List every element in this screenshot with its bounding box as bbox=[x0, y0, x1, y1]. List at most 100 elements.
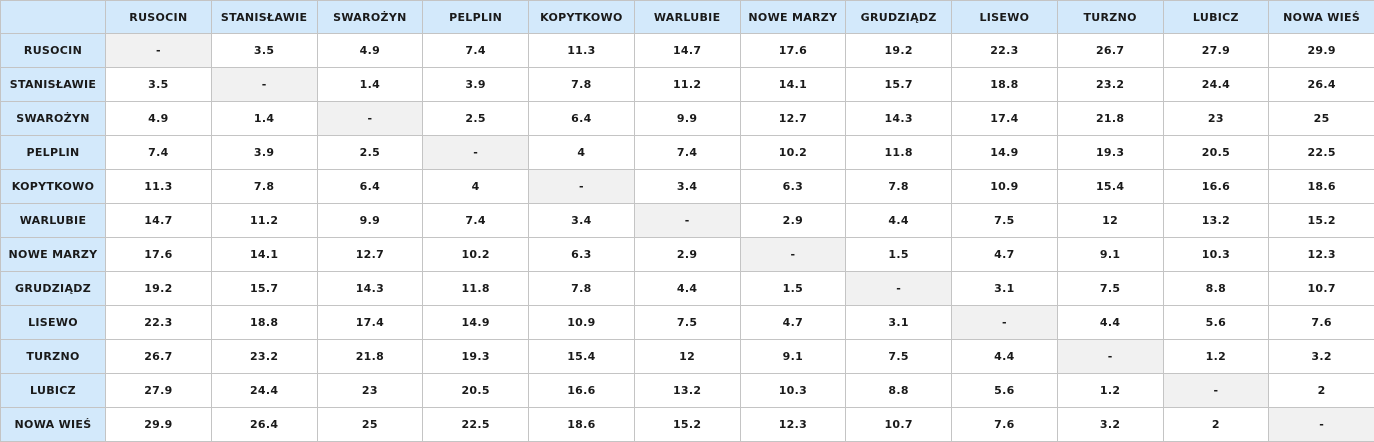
distance-cell: 10.3 bbox=[740, 374, 846, 408]
distance-cell: 10.9 bbox=[529, 306, 635, 340]
column-header: LISEWO bbox=[952, 1, 1058, 34]
distance-cell: 7.8 bbox=[846, 170, 952, 204]
diagonal-cell: - bbox=[740, 238, 846, 272]
distance-cell: 14.3 bbox=[846, 102, 952, 136]
column-header: RUSOCIN bbox=[106, 1, 212, 34]
diagonal-cell: - bbox=[317, 102, 423, 136]
column-header: PELPLIN bbox=[423, 1, 529, 34]
distance-cell: 3.4 bbox=[529, 204, 635, 238]
distance-cell: 4.9 bbox=[106, 102, 212, 136]
row-header: LISEWO bbox=[1, 306, 106, 340]
distance-cell: 7.8 bbox=[529, 68, 635, 102]
distance-cell: 8.8 bbox=[846, 374, 952, 408]
distance-cell: 10.2 bbox=[423, 238, 529, 272]
distance-cell: 4.9 bbox=[317, 34, 423, 68]
distance-cell: 25 bbox=[1269, 102, 1374, 136]
diagonal-cell: - bbox=[1269, 408, 1374, 442]
row-header: SWAROŻYN bbox=[1, 102, 106, 136]
distance-cell: 23.2 bbox=[1057, 68, 1163, 102]
distance-cell: 11.8 bbox=[423, 272, 529, 306]
distance-cell: 19.3 bbox=[1057, 136, 1163, 170]
distance-cell: 15.4 bbox=[529, 340, 635, 374]
diagonal-cell: - bbox=[1163, 374, 1269, 408]
distance-cell: 26.4 bbox=[1269, 68, 1374, 102]
distance-cell: 3.9 bbox=[423, 68, 529, 102]
distance-cell: 1.2 bbox=[1163, 340, 1269, 374]
distance-cell: 14.7 bbox=[634, 34, 740, 68]
distance-cell: 11.3 bbox=[106, 170, 212, 204]
distance-cell: 16.6 bbox=[529, 374, 635, 408]
distance-cell: 2 bbox=[1163, 408, 1269, 442]
distance-cell: 14.1 bbox=[211, 238, 317, 272]
distance-cell: 10.7 bbox=[846, 408, 952, 442]
distance-cell: 26.7 bbox=[1057, 34, 1163, 68]
distance-cell: 18.6 bbox=[1269, 170, 1374, 204]
distance-cell: 9.9 bbox=[634, 102, 740, 136]
row-header: GRUDZIĄDZ bbox=[1, 272, 106, 306]
distance-cell: 14.1 bbox=[740, 68, 846, 102]
distance-cell: 19.3 bbox=[423, 340, 529, 374]
distance-cell: 3.1 bbox=[846, 306, 952, 340]
distance-cell: 7.8 bbox=[211, 170, 317, 204]
column-header: KOPYTKOWO bbox=[529, 1, 635, 34]
distance-cell: 3.5 bbox=[211, 34, 317, 68]
distance-cell: 10.7 bbox=[1269, 272, 1374, 306]
distance-cell: 12.7 bbox=[317, 238, 423, 272]
distance-cell: 2 bbox=[1269, 374, 1374, 408]
distance-cell: 14.9 bbox=[423, 306, 529, 340]
distance-cell: 6.4 bbox=[529, 102, 635, 136]
distance-cell: 17.6 bbox=[106, 238, 212, 272]
distance-cell: 7.8 bbox=[529, 272, 635, 306]
distance-cell: 24.4 bbox=[1163, 68, 1269, 102]
distance-cell: 2.9 bbox=[740, 204, 846, 238]
distance-cell: 14.9 bbox=[952, 136, 1058, 170]
distance-cell: 4.7 bbox=[740, 306, 846, 340]
distance-cell: 3.1 bbox=[952, 272, 1058, 306]
row-header: LUBICZ bbox=[1, 374, 106, 408]
diagonal-cell: - bbox=[1057, 340, 1163, 374]
distance-cell: 12.3 bbox=[1269, 238, 1374, 272]
diagonal-cell: - bbox=[423, 136, 529, 170]
distance-cell: 12.3 bbox=[740, 408, 846, 442]
distance-cell: 11.2 bbox=[634, 68, 740, 102]
distance-cell: 4.4 bbox=[634, 272, 740, 306]
distance-cell: 6.4 bbox=[317, 170, 423, 204]
distance-cell: 25 bbox=[317, 408, 423, 442]
column-header: STANISŁAWIE bbox=[211, 1, 317, 34]
distance-cell: 27.9 bbox=[1163, 34, 1269, 68]
distance-cell: 10.9 bbox=[952, 170, 1058, 204]
distance-cell: 3.4 bbox=[634, 170, 740, 204]
distance-cell: 17.6 bbox=[740, 34, 846, 68]
distance-cell: 3.9 bbox=[211, 136, 317, 170]
row-header: STANISŁAWIE bbox=[1, 68, 106, 102]
distance-cell: 24.4 bbox=[211, 374, 317, 408]
diagonal-cell: - bbox=[952, 306, 1058, 340]
distance-cell: 7.5 bbox=[1057, 272, 1163, 306]
distance-cell: 1.5 bbox=[740, 272, 846, 306]
distance-cell: 14.3 bbox=[317, 272, 423, 306]
distance-cell: 3.2 bbox=[1057, 408, 1163, 442]
distance-cell: 9.9 bbox=[317, 204, 423, 238]
row-header: PELPLIN bbox=[1, 136, 106, 170]
distance-cell: 2.5 bbox=[317, 136, 423, 170]
distance-cell: 21.8 bbox=[317, 340, 423, 374]
diagonal-cell: - bbox=[634, 204, 740, 238]
distance-cell: 19.2 bbox=[106, 272, 212, 306]
distance-cell: 22.3 bbox=[952, 34, 1058, 68]
row-header: RUSOCIN bbox=[1, 34, 106, 68]
distance-cell: 23 bbox=[317, 374, 423, 408]
row-header: WARLUBIE bbox=[1, 204, 106, 238]
distance-cell: 10.2 bbox=[740, 136, 846, 170]
distance-cell: 4.4 bbox=[952, 340, 1058, 374]
distance-cell: 12 bbox=[634, 340, 740, 374]
column-header: GRUDZIĄDZ bbox=[846, 1, 952, 34]
